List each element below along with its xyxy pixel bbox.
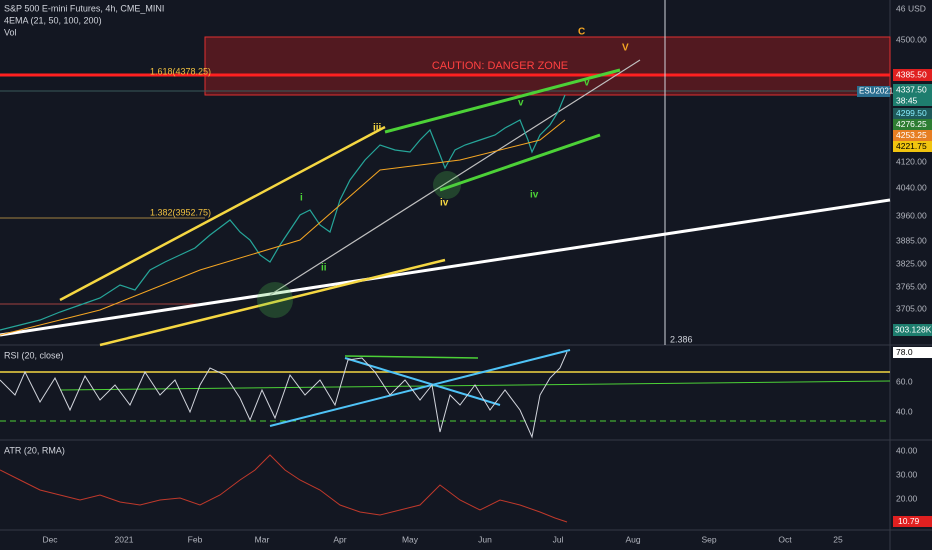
- axis-label: 3885.00: [896, 235, 927, 245]
- trend-line: [59, 125, 386, 302]
- axis-label: 3825.00: [896, 258, 927, 268]
- rsi-series: [0, 351, 568, 439]
- axis-label: 3765.00: [896, 281, 927, 291]
- badge: [893, 324, 932, 336]
- crosshair-label: 2.386: [670, 334, 693, 344]
- axis-label: 60.0: [896, 376, 913, 386]
- axis-label: 4120.00: [896, 156, 927, 166]
- price-line: [0, 94, 566, 331]
- time-label: Apr: [333, 534, 346, 544]
- trend-line: [384, 68, 621, 134]
- time-label: 2021: [115, 534, 134, 544]
- badge: [893, 347, 932, 358]
- time-label: Aug: [625, 534, 640, 544]
- indicator: 4EMA (21, 50, 100, 200): [4, 15, 102, 25]
- wave-label: ii: [321, 263, 327, 274]
- axis-label: 40.0: [896, 406, 913, 416]
- axis-label: 30.00: [896, 469, 918, 479]
- badge-label: 4221.75: [896, 141, 927, 151]
- pane-title: RSI (20, close): [4, 350, 64, 360]
- time-label: Oct: [778, 534, 792, 544]
- time-label: Sep: [701, 534, 716, 544]
- time-label: Feb: [188, 534, 203, 544]
- indicator: Vol: [4, 27, 17, 37]
- zone-label: CAUTION: DANGER ZONE: [432, 60, 568, 72]
- time-label: 25: [833, 534, 843, 544]
- wave-label: C: [578, 27, 585, 38]
- time-label: May: [402, 534, 419, 544]
- axis-label: 78.0: [896, 347, 913, 357]
- fib-label: 1.618(4378.25): [150, 66, 211, 76]
- wave-label: iv: [440, 198, 449, 209]
- badge: [893, 108, 932, 119]
- ema-line: [0, 119, 566, 336]
- badge-label: 4276.25: [896, 119, 927, 129]
- badge-label: 38:45: [896, 95, 918, 105]
- axis-label: 3705.00: [896, 303, 927, 313]
- badge: [893, 130, 932, 141]
- time-label: Mar: [255, 534, 270, 544]
- time-label: Jun: [478, 534, 492, 544]
- danger-zone: [204, 36, 891, 96]
- title: S&P 500 E-mini Futures, 4h, CME_MINI: [4, 3, 164, 13]
- highlight: [433, 171, 461, 199]
- axis-label: 10.79: [898, 516, 920, 526]
- axis-label: 46: [896, 3, 906, 13]
- trend-line: [439, 133, 601, 192]
- badge: [893, 69, 932, 81]
- badge-label: 4337.50: [896, 84, 927, 94]
- wave-label: i: [300, 193, 303, 204]
- axis-label: 4040.00: [896, 182, 927, 192]
- badge: [893, 516, 932, 527]
- badge: [893, 119, 932, 130]
- wave-label: v: [584, 78, 590, 89]
- fib-label: 1.382(3952.75): [150, 207, 211, 217]
- badge-label: 4253.25: [896, 130, 927, 140]
- axis-label: 40.00: [896, 445, 918, 455]
- axis-label: 3960.00: [896, 210, 927, 220]
- axis-label: 4500.00: [896, 34, 927, 44]
- wave-label: iv: [530, 190, 539, 201]
- axis-label: 20.00: [896, 493, 918, 503]
- wave-label: v: [518, 98, 524, 109]
- trend-line: [0, 198, 891, 337]
- badge: [857, 86, 890, 97]
- highlight: [257, 282, 293, 318]
- atr-series: [0, 454, 568, 523]
- time-label: Dec: [42, 534, 58, 544]
- badge: [893, 84, 932, 106]
- axis-label: USD: [908, 3, 926, 13]
- time-label: Jul: [553, 534, 564, 544]
- trend-line: [344, 355, 479, 359]
- badge-label: 4385.50: [896, 69, 927, 79]
- badge: [893, 141, 932, 152]
- badge-label: 4299.50: [896, 108, 927, 118]
- wave-label: iii: [373, 123, 382, 134]
- badge-label: ESU2021: [859, 87, 894, 96]
- pane-title: ATR (20, RMA): [4, 445, 65, 455]
- trend-line: [344, 357, 501, 406]
- badge-label: 303.128K: [895, 324, 932, 334]
- wave-label: V: [622, 43, 629, 54]
- trend-line: [99, 258, 446, 347]
- trend-line: [269, 59, 641, 296]
- trend-line: [269, 349, 571, 427]
